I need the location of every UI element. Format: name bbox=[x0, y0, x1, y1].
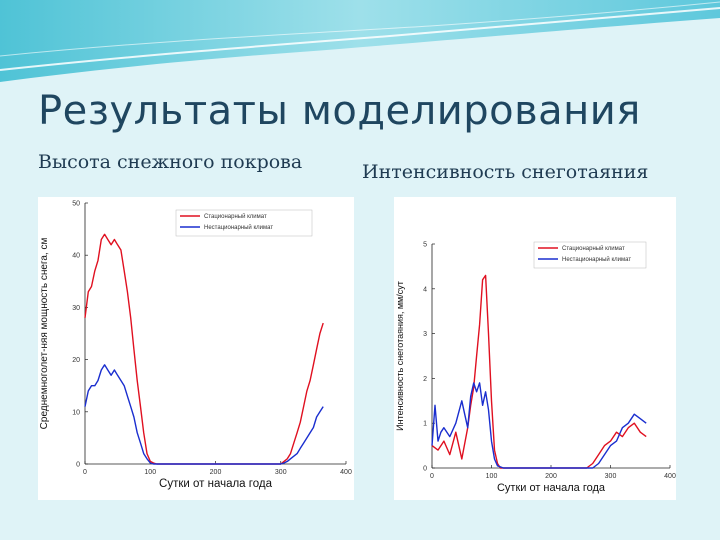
legend-label-1: Стационарный климат bbox=[204, 213, 267, 220]
series-line-1 bbox=[431, 274, 647, 469]
x-tick-label: 400 bbox=[664, 473, 676, 480]
y-tick-label: 1 bbox=[423, 421, 427, 428]
legend-label-2: Нестационарный климат bbox=[204, 224, 273, 231]
series-line-2 bbox=[431, 382, 647, 469]
snow-depth-chart-panel: 0 10 20 30 40 50 0 100 200 300 400 Сутки от начала … bbox=[38, 197, 354, 500]
x-tick-label: 200 bbox=[545, 473, 557, 480]
y-tick-label: 10 bbox=[72, 409, 80, 416]
y-tick-label: 2 bbox=[423, 376, 427, 383]
x-tick-label: 300 bbox=[605, 473, 617, 480]
x-tick-label: 300 bbox=[275, 469, 287, 476]
y-tick-label: 5 bbox=[423, 242, 427, 249]
y-tick-label: 0 bbox=[76, 462, 80, 469]
x-tick-label: 100 bbox=[144, 469, 156, 476]
y-tick-label: 4 bbox=[423, 286, 427, 293]
y-tick-label: 40 bbox=[72, 253, 80, 260]
x-tick-label: 100 bbox=[486, 473, 498, 480]
y-tick-label: 20 bbox=[72, 357, 80, 364]
y-tick-label: 0 bbox=[423, 466, 427, 473]
y-tick-label: 3 bbox=[423, 331, 427, 338]
x-tick-label: 0 bbox=[430, 473, 434, 480]
legend-box bbox=[533, 241, 647, 269]
header-wave-line-2 bbox=[0, 1, 720, 57]
snowmelt-chart: 0 1 2 3 4 5 0 100 200 300 400 Сутки от начала года И… bbox=[395, 241, 676, 495]
series-line-1 bbox=[84, 233, 324, 465]
series-line-2 bbox=[84, 364, 324, 465]
y-tick-label: 50 bbox=[72, 201, 80, 208]
x-axis-label: Сутки от начала года bbox=[497, 482, 606, 494]
x-tick-label: 400 bbox=[340, 469, 352, 476]
legend-box bbox=[175, 209, 313, 237]
snow-depth-chart: 0 10 20 30 40 50 0 100 200 300 400 Сутки от начала … bbox=[39, 201, 352, 491]
x-axis-label: Сутки от начала года bbox=[159, 478, 273, 490]
snowmelt-chart-panel: 0 1 2 3 4 5 0 100 200 300 400 Сутки от начала года И… bbox=[394, 197, 676, 500]
right-chart-heading: Интенсивность снеготаяния bbox=[362, 161, 649, 183]
y-axis-label: Среднемноголет-няя мощность снега, см bbox=[39, 238, 50, 430]
y-axis-label: Интенсивность снеготаяния, мм/сут bbox=[395, 281, 405, 431]
slide-title: Результаты моделирования bbox=[38, 88, 641, 134]
left-chart-heading: Высота снежного покрова bbox=[38, 151, 303, 173]
x-tick-label: 200 bbox=[210, 469, 222, 476]
x-tick-label: 0 bbox=[83, 469, 87, 476]
y-tick-label: 30 bbox=[72, 305, 80, 312]
legend-label-1: Стационарный климат bbox=[562, 245, 625, 252]
header-wave-line bbox=[0, 7, 720, 71]
legend-label-2: Нестационарный климат bbox=[562, 256, 631, 263]
header-wave-band bbox=[0, 0, 720, 82]
